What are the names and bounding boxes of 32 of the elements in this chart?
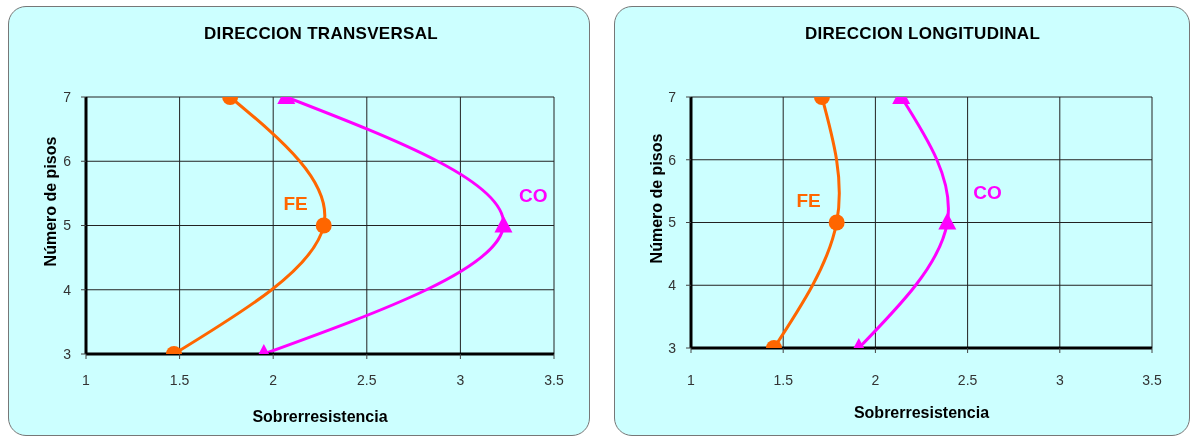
y-tick-label: 5: [668, 214, 677, 231]
x-tick-label: 3.5: [1142, 371, 1162, 388]
x-tick-label: 1: [687, 371, 696, 388]
y-tick-label: 7: [668, 88, 677, 105]
x-tick-label: 2: [269, 371, 278, 388]
x-axis-title: Sobrerresistencia: [252, 408, 388, 425]
series-label: CO: [519, 184, 548, 206]
y-tick-label: 4: [668, 277, 677, 294]
x-tick-label: 3: [1055, 371, 1064, 388]
x-tick-label: 1.5: [773, 371, 794, 388]
y-tick-label: 3: [668, 339, 677, 356]
y-axis-title: Número de pisos: [647, 133, 665, 264]
x-tick-label: 3.5: [544, 371, 564, 388]
y-tick-label: 5: [63, 217, 72, 234]
x-tick-label: 2.5: [357, 371, 377, 388]
x-tick-label: 1.5: [169, 371, 190, 388]
series-label: FE: [796, 189, 821, 211]
y-tick-label: 7: [63, 88, 72, 105]
x-tick-label: 2: [871, 371, 880, 388]
y-tick-label: 4: [63, 281, 72, 298]
x-tick-label: 2.5: [957, 371, 978, 388]
series-label: CO: [973, 181, 1002, 203]
chart-title: DIRECCION TRANSVERSAL: [203, 24, 439, 44]
y-tick-label: 3: [63, 345, 72, 362]
y-axis-title: Número de pisos: [41, 136, 59, 267]
x-axis-title: Sobrerresistencia: [853, 404, 990, 421]
x-tick-label: 3: [456, 371, 465, 388]
y-tick-label: 6: [668, 151, 677, 168]
x-tick-label: 1: [82, 371, 91, 388]
series-label: FE: [283, 192, 308, 214]
chart-title: DIRECCION LONGITUDINAL: [803, 24, 1042, 44]
y-tick-label: 6: [63, 153, 72, 170]
